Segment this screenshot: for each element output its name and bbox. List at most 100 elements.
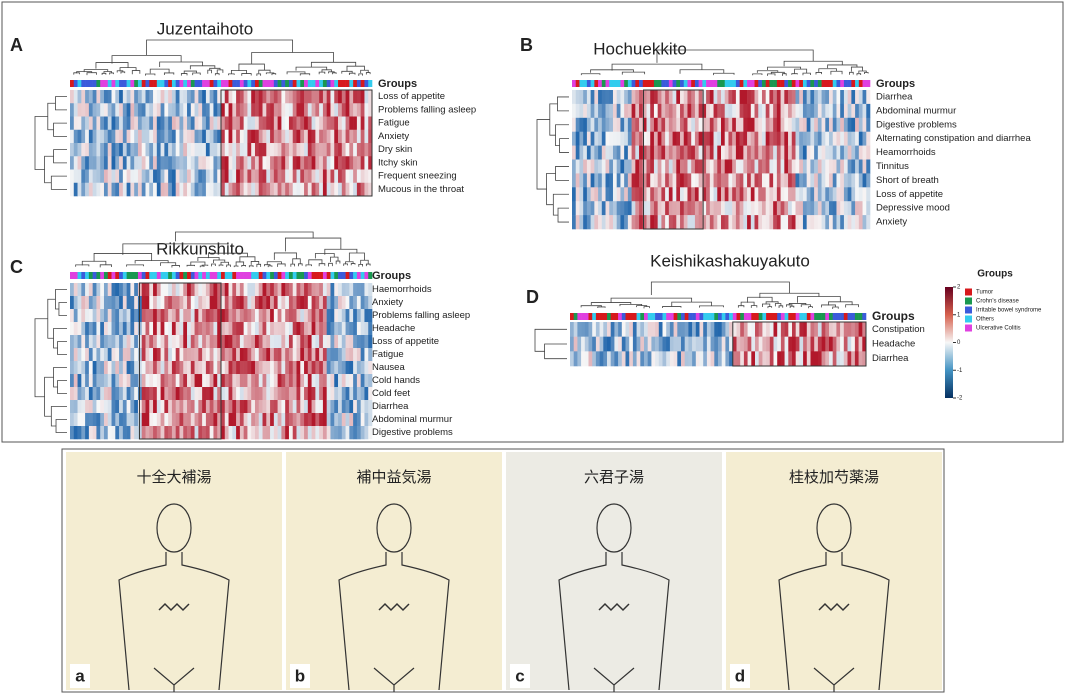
group-cell xyxy=(134,272,139,279)
heat-cell xyxy=(107,426,112,440)
group-cell xyxy=(806,80,811,87)
heat-cell xyxy=(198,129,203,144)
heat-cell xyxy=(92,426,97,440)
heat-cell xyxy=(141,309,146,323)
heat-cell xyxy=(119,348,124,362)
cluster-box xyxy=(220,89,373,197)
heat-cell xyxy=(769,145,774,160)
heat-cell xyxy=(601,173,606,188)
heat-cell xyxy=(70,90,75,104)
heat-cell xyxy=(698,117,703,132)
heat-cell xyxy=(609,145,614,160)
heat-cell xyxy=(765,145,770,160)
heat-cell xyxy=(810,117,815,132)
group-cell xyxy=(88,80,93,87)
heat-cell xyxy=(247,116,252,131)
heat-cell xyxy=(115,156,120,170)
heat-cell xyxy=(698,131,703,146)
heat-cell xyxy=(330,322,335,336)
heat-cell xyxy=(164,426,169,440)
heat-cell xyxy=(668,117,673,132)
heat-cell xyxy=(691,131,696,146)
heat-cell xyxy=(164,296,169,310)
heat-cell xyxy=(709,201,714,216)
group-cell xyxy=(232,80,237,87)
group-cell xyxy=(130,80,135,87)
heat-cell xyxy=(258,169,263,184)
group-cell xyxy=(616,80,621,87)
heat-cell xyxy=(624,215,629,230)
heat-cell xyxy=(122,169,127,184)
heat-cell xyxy=(364,103,369,117)
heat-cell xyxy=(814,201,819,216)
heat-cell xyxy=(171,103,176,117)
heat-cell xyxy=(243,426,248,440)
heat-cell xyxy=(111,348,116,362)
heat-cell xyxy=(134,283,139,297)
heat-cell xyxy=(836,322,841,337)
heat-cell xyxy=(825,201,830,216)
group-cell xyxy=(788,80,793,87)
heat-cell xyxy=(724,131,729,146)
heat-cell xyxy=(364,283,369,297)
row-label: Haemorrhoids xyxy=(372,284,432,295)
heat-cell xyxy=(326,348,331,362)
heat-cell xyxy=(334,335,339,349)
heat-cell xyxy=(217,143,222,157)
cluster-box xyxy=(732,321,867,367)
group-cell xyxy=(122,272,127,279)
heat-cell xyxy=(691,187,696,202)
heat-cell xyxy=(728,215,733,230)
heat-cell xyxy=(573,336,578,352)
heat-cell xyxy=(119,335,124,349)
group-cell xyxy=(164,80,169,87)
heat-cell xyxy=(270,283,275,297)
heat-cell xyxy=(780,351,785,367)
group-cell xyxy=(843,80,848,87)
heat-cell xyxy=(636,351,641,367)
group-cell xyxy=(636,313,641,320)
heat-cell xyxy=(285,283,290,297)
heat-cell xyxy=(341,335,346,349)
row-label: Frequent sneezing xyxy=(378,171,457,182)
heat-cell xyxy=(137,143,143,157)
heat-cell xyxy=(258,143,263,157)
heat-cell xyxy=(119,322,124,336)
heat-cell xyxy=(319,283,324,297)
row-label: Anxiety xyxy=(378,131,409,142)
dendrogram xyxy=(239,256,256,263)
heat-cell xyxy=(107,169,112,184)
heat-cell xyxy=(631,117,636,132)
heat-cell xyxy=(765,159,770,174)
heat-cell xyxy=(360,335,365,349)
heat-cell xyxy=(141,426,146,440)
heat-cell xyxy=(92,413,97,427)
heat-cell xyxy=(254,413,260,427)
heat-cell xyxy=(698,215,703,230)
heat-cell xyxy=(806,117,811,132)
heat-cell xyxy=(650,215,655,230)
heat-cell xyxy=(795,336,800,352)
group-cell xyxy=(141,80,146,87)
heat-cell xyxy=(629,336,634,352)
heat-cell xyxy=(88,309,93,323)
heat-cell xyxy=(640,322,645,337)
heat-cell xyxy=(205,322,210,336)
group-cell xyxy=(655,313,660,320)
heat-cell xyxy=(122,413,127,427)
heat-cell xyxy=(122,143,127,157)
heat-cell xyxy=(77,103,82,117)
heat-cell xyxy=(168,374,173,388)
heat-cell xyxy=(662,322,667,337)
heat-cell xyxy=(107,90,112,104)
heat-cell xyxy=(122,103,127,117)
heat-cell xyxy=(122,400,127,414)
heat-cell xyxy=(145,90,150,104)
heat-cell xyxy=(621,336,626,352)
group-cell xyxy=(202,272,207,279)
heat-cell xyxy=(149,426,154,440)
heat-cell xyxy=(368,283,373,297)
heat-cell xyxy=(345,182,350,197)
heat-cell xyxy=(307,361,312,375)
heat-cell xyxy=(130,413,135,427)
